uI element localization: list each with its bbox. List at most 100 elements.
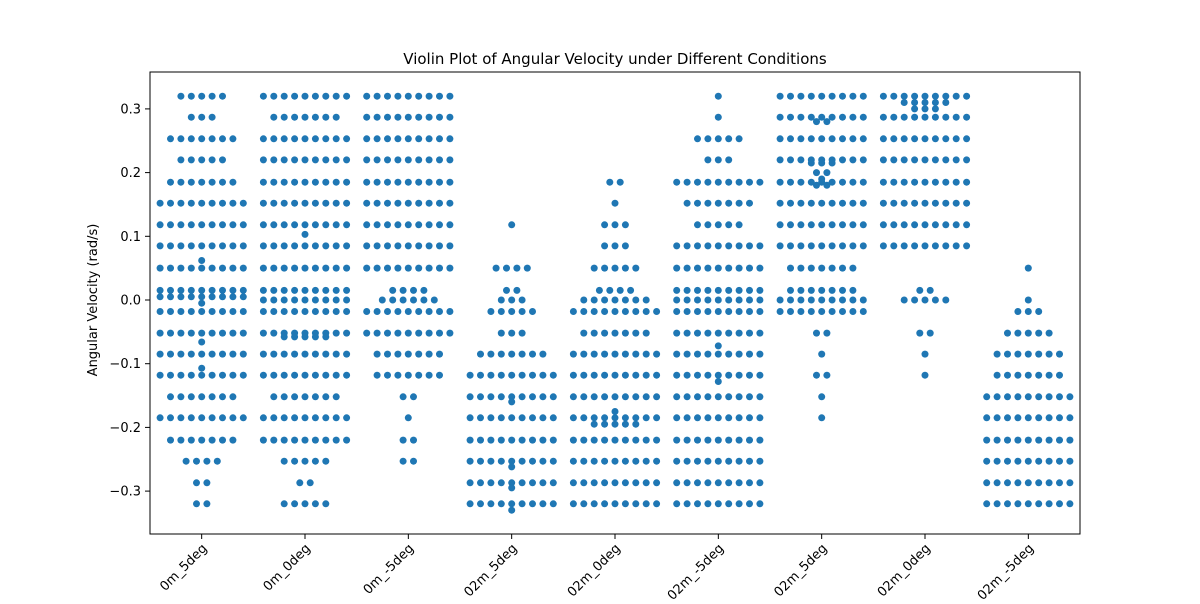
data-point [332,286,340,294]
data-point [1056,414,1063,422]
data-point [735,308,743,315]
data-point [446,178,454,186]
data-point [839,113,846,121]
data-point [187,414,195,422]
data-point [198,293,206,301]
data-point [425,371,433,379]
y-tick-label: −0.3 [109,485,141,500]
data-point [1014,479,1022,487]
data-point [311,371,319,379]
data-point [621,420,629,428]
data-point [239,329,247,337]
data-point [632,500,640,508]
data-point [208,350,216,358]
data-point [879,156,887,164]
data-point [756,457,764,465]
x-tick-label: 0m_0deg [261,541,314,594]
data-point [1066,479,1074,487]
data-point [436,371,443,379]
data-point [839,286,846,294]
data-point [1014,308,1022,315]
data-point [823,169,831,177]
data-point [399,393,407,401]
data-point [694,414,701,422]
data-point [373,221,381,229]
data-point [900,92,908,100]
data-point [363,178,371,186]
data-point [642,371,650,379]
data-point [839,296,846,304]
data-point [208,308,216,315]
data-point [673,264,681,272]
data-point [694,135,701,143]
data-point [270,308,278,315]
data-point [332,156,340,164]
data-point [900,199,908,207]
data-point [446,221,454,229]
data-point [529,350,536,358]
data-point [436,92,443,100]
data-point [569,308,577,315]
data-point [807,296,815,304]
data-point [704,479,712,487]
data-point [291,221,299,229]
data-point [931,135,939,143]
data-point [983,436,991,444]
data-point [508,393,516,401]
data-point [187,92,195,100]
data-point [332,308,340,315]
data-point [343,242,351,250]
data-point [714,457,722,465]
data-point [616,178,624,186]
data-point [167,221,174,229]
data-point [704,135,712,143]
data-point [849,135,857,143]
data-point [311,500,319,508]
data-point [229,264,237,272]
data-point [549,414,557,422]
data-point [384,199,391,207]
data-point [601,329,609,337]
data-point [642,350,650,358]
data-point [301,393,309,401]
data-point [436,242,443,250]
data-point [1066,414,1074,422]
data-point [828,199,836,207]
data-point [343,308,351,315]
data-point [322,113,330,121]
data-point [311,457,319,465]
data-point [291,333,299,341]
data-point [177,156,185,164]
data-point [1035,457,1043,465]
data-point [280,333,288,341]
data-point [384,308,391,315]
data-point [198,257,206,264]
data-point [177,414,185,422]
data-point [187,308,195,315]
data-point [518,350,526,358]
data-point [508,500,516,508]
data-point [529,500,536,508]
data-point [177,242,185,250]
data-point [503,264,510,272]
data-point [569,393,577,401]
data-point [425,308,433,315]
data-point [549,436,557,444]
data-point [606,178,614,186]
data-point [797,199,805,207]
data-point [911,135,919,143]
data-point [259,242,267,250]
data-point [208,414,216,422]
data-point [270,221,278,229]
data-point [270,199,278,207]
data-point [673,393,681,401]
data-point [859,178,867,186]
data-point [616,286,624,294]
data-point [611,329,619,337]
data-point [487,436,495,444]
data-point [683,308,691,315]
data-point [373,178,381,186]
data-point [911,199,919,207]
data-point [776,156,784,164]
data-point [291,135,299,143]
